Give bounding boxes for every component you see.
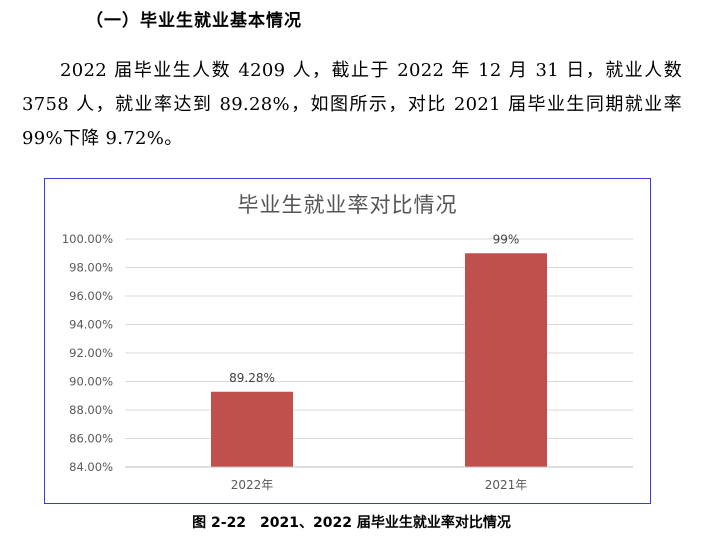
bar: [211, 391, 293, 467]
y-tick-label: 100.00%: [62, 232, 113, 246]
data-label: 99%: [493, 232, 520, 246]
y-tick-label: 84.00%: [69, 460, 113, 474]
y-tick-label: 88.00%: [69, 403, 113, 417]
bar: [465, 253, 547, 467]
y-tick-label: 96.00%: [69, 289, 113, 303]
chart-title: 毕业生就业率对比情况: [237, 193, 458, 217]
bar-chart: 84.00% 86.00% 88.00% 90.00% 92.00% 94.00% 96.0…: [62, 232, 633, 492]
y-tick-label: 98.00%: [69, 261, 113, 275]
y-tick-label: 92.00%: [69, 346, 113, 360]
y-tick-label: 86.00%: [69, 432, 113, 446]
section-title: （一）毕业生就业基本情况: [86, 11, 302, 31]
summary-paragraph: 2022 届毕业生人数 4209 人，截止于 2022 年 12 月 31 日，…: [22, 60, 682, 149]
y-tick-label: 90.00%: [69, 375, 113, 389]
figure-caption: 图 2-22 2021、2022 届毕业生就业率对比情况: [192, 515, 511, 531]
y-tick-label: 94.00%: [69, 318, 113, 332]
x-tick-label: 2021年: [485, 478, 528, 492]
chart-frame: 毕业生就业率对比情况 84.00% 86.00% 88.00% 90.00% 92.00…: [44, 178, 651, 504]
x-tick-label: 2022年: [231, 478, 274, 492]
data-label: 89.28%: [229, 371, 275, 385]
